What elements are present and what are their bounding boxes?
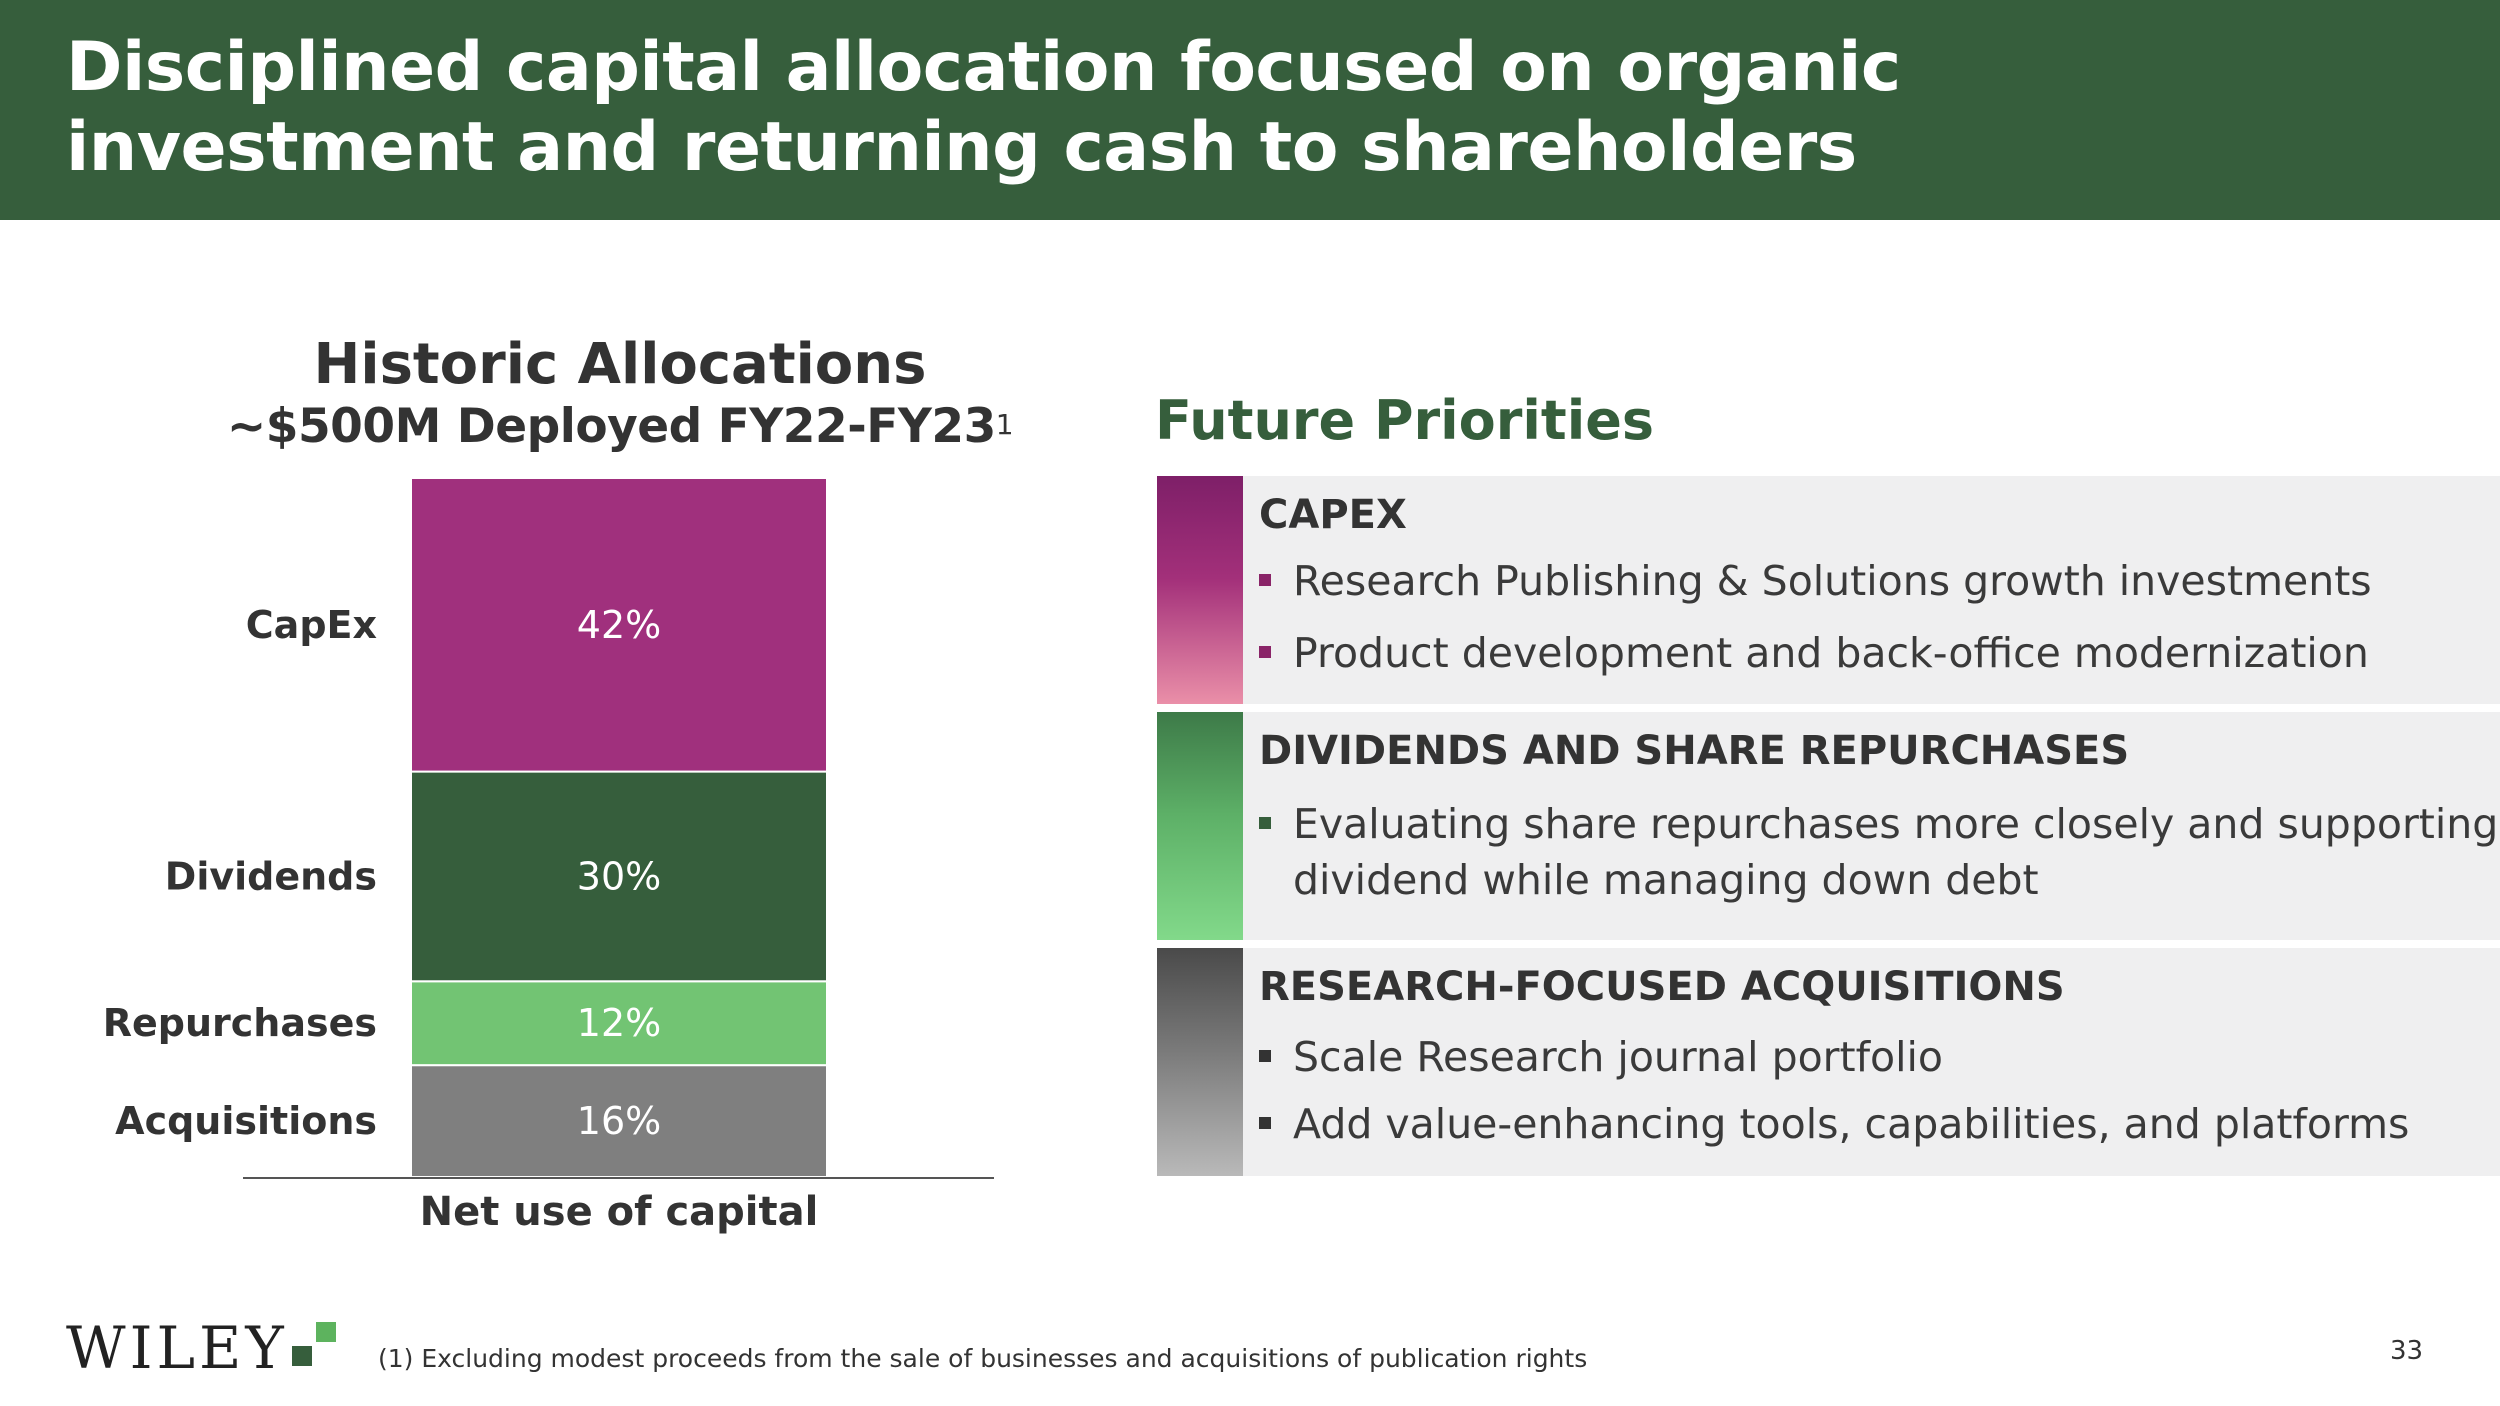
series-label-acquisitions: Acquisitions bbox=[115, 1099, 377, 1143]
bar-segment-repurchases bbox=[410, 980, 828, 1067]
capex-color-swatch bbox=[1157, 476, 1243, 704]
bar-segment-dividends bbox=[410, 770, 828, 983]
priority-panel-dividends bbox=[1157, 712, 2500, 940]
data-label-dividends: 30% bbox=[577, 854, 661, 898]
header-banner: Disciplined capital allocation focused o… bbox=[0, 0, 2500, 220]
priority-panel-capex bbox=[1157, 476, 2500, 704]
dividends-bullet-1: Evaluating share repurchases more closel… bbox=[1259, 796, 2498, 852]
dividends-color-swatch bbox=[1157, 712, 1243, 940]
dividends-panel-title: DIVIDENDS AND SHARE REPURCHASES bbox=[1259, 728, 2130, 774]
capex-bullet-1: Research Publishing & Solutions growth i… bbox=[1259, 553, 2372, 609]
acquisitions-panel-title: RESEARCH-FOCUSED ACQUISITIONS bbox=[1259, 964, 2065, 1010]
page-number: 33 bbox=[2390, 1336, 2424, 1366]
bar-segment-capex bbox=[410, 477, 828, 773]
wiley-logo: WILEY bbox=[66, 1314, 288, 1382]
logo-square-lower bbox=[292, 1346, 312, 1366]
chart-title: Historic Allocations bbox=[313, 332, 927, 397]
series-label-repurchases: Repurchases bbox=[103, 1001, 377, 1045]
chart-subtitle: ~$500M Deployed FY22-FY231 bbox=[140, 397, 1100, 457]
acquisitions-color-swatch bbox=[1157, 948, 1243, 1176]
x-axis-category-label: Net use of capital bbox=[420, 1189, 819, 1235]
bullet-text: Product development and back-office mode… bbox=[1293, 629, 2369, 677]
chart-subtitle-text: ~$500M Deployed FY22-FY23 bbox=[226, 399, 996, 454]
bullet-marker bbox=[1259, 646, 1271, 658]
data-label-repurchases: 12% bbox=[577, 1001, 661, 1045]
acquisitions-bullet-2: Add value-enhancing tools, capabilities,… bbox=[1259, 1096, 2409, 1152]
logo-square-upper bbox=[316, 1322, 336, 1342]
capex-bullet-2: Product development and back-office mode… bbox=[1259, 625, 2369, 681]
series-label-dividends: Dividends bbox=[165, 854, 377, 898]
bullet-text: Scale Research journal portfolio bbox=[1293, 1033, 1943, 1081]
bar-segment-acquisitions bbox=[410, 1064, 828, 1179]
dividends-bullet-1-continued: dividend while managing down debt bbox=[1293, 852, 2039, 908]
bullet-text: Add value-enhancing tools, capabilities,… bbox=[1293, 1100, 2410, 1148]
capex-panel-title: CAPEX bbox=[1259, 492, 1407, 538]
bullet-text: Research Publishing & Solutions growth i… bbox=[1293, 557, 2372, 605]
future-priorities-title: Future Priorities bbox=[1155, 389, 1654, 452]
bullet-marker bbox=[1259, 817, 1271, 829]
bullet-text: dividend while managing down debt bbox=[1293, 856, 2039, 904]
data-label-acquisitions: 16% bbox=[577, 1099, 661, 1143]
bullet-marker bbox=[1259, 1050, 1271, 1062]
priority-panel-acquisitions bbox=[1157, 948, 2500, 1176]
bullet-marker bbox=[1259, 1117, 1271, 1129]
data-label-capex: 42% bbox=[577, 603, 661, 647]
page-title-line-1: Disciplined capital allocation focused o… bbox=[66, 28, 1901, 107]
stacked-bar-chart: 16% Acquisitions 12% Repurchases 30% Dividend… bbox=[103, 477, 994, 1235]
bullet-text: Evaluating share repurchases more closel… bbox=[1293, 800, 2499, 848]
footnote: (1) Excluding modest proceeds from the s… bbox=[378, 1344, 1588, 1373]
series-label-capex: CapEx bbox=[246, 603, 377, 647]
bullet-marker bbox=[1259, 574, 1271, 586]
acquisitions-bullet-1: Scale Research journal portfolio bbox=[1259, 1029, 1943, 1085]
wiley-logo-mark-icon bbox=[292, 1322, 336, 1366]
footnote-ref: 1 bbox=[995, 408, 1014, 441]
page-title-line-2: investment and returning cash to shareho… bbox=[66, 108, 1857, 187]
